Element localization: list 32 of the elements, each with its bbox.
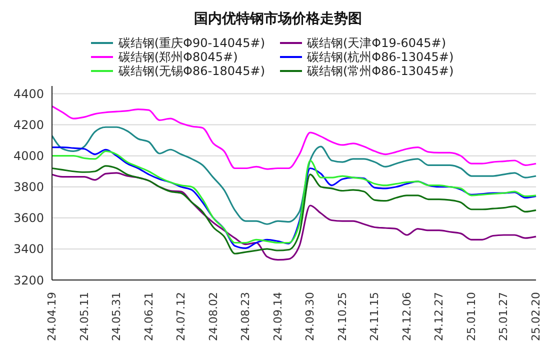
x-tick-label: 24.09.14 (271, 292, 284, 341)
y-tick-label: 4400 (13, 87, 44, 102)
y-tick-label: 3600 (13, 211, 44, 226)
x-tick-label: 24.09.30 (304, 292, 317, 341)
x-tick-label: 24.11.15 (368, 292, 382, 341)
x-tick-label: 24.10.25 (336, 292, 349, 341)
chart-title: 国内优特钢市场价格走势图 (193, 10, 363, 29)
legend-label: 碳结钢(无锡Φ86-18045#) (118, 64, 265, 78)
legend-label: 碳结钢(重庆Φ90-14045#) (118, 36, 265, 50)
x-tick-label: 25.01.27 (497, 292, 510, 341)
x-tick-label: 25.02.20 (530, 292, 542, 341)
x-tick-label: 24.06.21 (142, 292, 156, 341)
x-tick-label: 24.12.27 (432, 292, 446, 341)
x-tick-label: 24.04.19 (46, 292, 58, 341)
x-tick-label: 24.07.12 (174, 292, 188, 341)
legend-label: 碳结钢(常州Φ86-13045#) (307, 64, 454, 78)
y-tick-label: 4000 (13, 149, 44, 164)
x-tick-label: 24.12.06 (400, 292, 414, 341)
x-tick-label: 24.08.23 (239, 292, 252, 341)
y-tick-label: 3200 (13, 273, 44, 288)
line-series (51, 126, 537, 225)
legend-label: 碳结钢(天津Φ19-6045#) (307, 36, 446, 50)
x-tick-label: 24.08.02 (206, 292, 220, 341)
x-tick-label: 24.05.11 (78, 292, 91, 341)
y-tick-label: 4200 (13, 118, 44, 132)
x-tick-label: 24.05.31 (110, 292, 124, 341)
y-tick-label: 3400 (13, 242, 44, 256)
line-series (51, 105, 537, 170)
legend-label: 碳结钢(郑州Φ8045#) (118, 50, 238, 64)
x-tick-label: 25.01.10 (464, 292, 478, 341)
legend-label: 碳结钢(杭州Φ86-13045#) (307, 50, 454, 64)
y-tick-label: 3800 (13, 180, 44, 194)
